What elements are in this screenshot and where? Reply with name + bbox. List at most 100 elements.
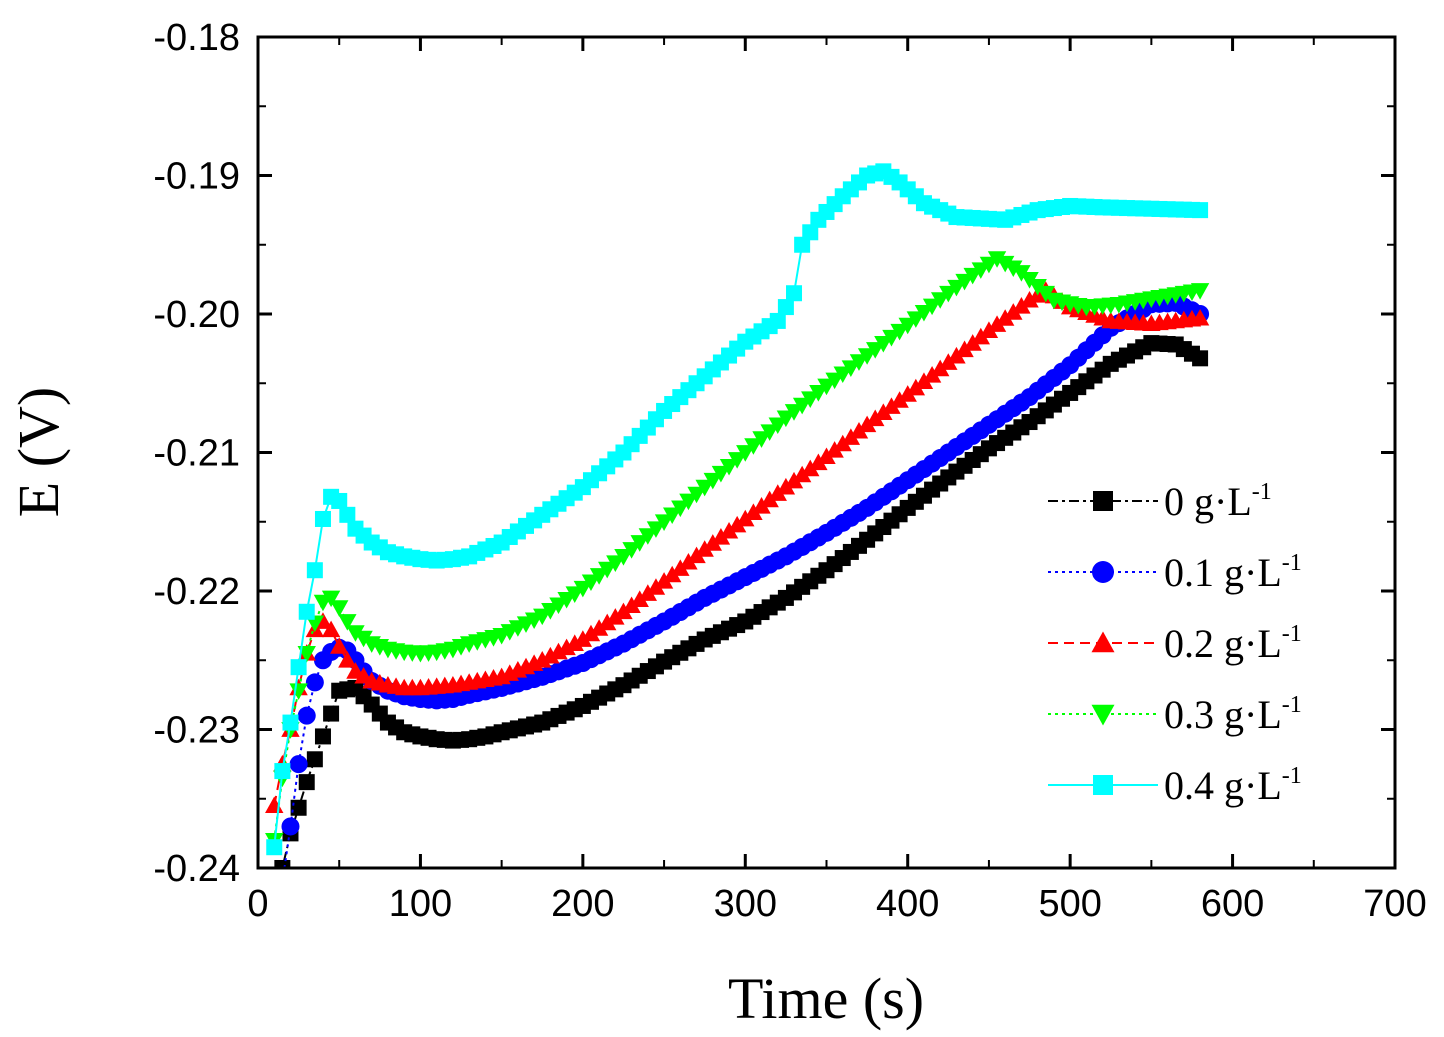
data-point [1192, 202, 1209, 219]
series-2 [265, 281, 1210, 814]
y-axis-title: E (V) [6, 387, 71, 517]
data-point [314, 728, 331, 745]
data-point [1020, 290, 1039, 308]
data-point [541, 646, 560, 664]
data-point [622, 542, 641, 559]
data-point [857, 415, 877, 433]
legend-item-3: 0.3 g·L-1 [1048, 692, 1302, 737]
data-point [654, 514, 674, 531]
data-point [646, 578, 666, 595]
data-point [305, 673, 324, 692]
data-point [646, 521, 666, 538]
data-point [784, 471, 804, 489]
y-tick-label: -0.22 [153, 571, 240, 613]
legend-item-0: 0 g·L-1 [1048, 479, 1272, 524]
data-point [266, 839, 283, 856]
x-tick-label: 700 [1363, 883, 1426, 925]
data-point [589, 568, 609, 585]
legend-marker [1093, 491, 1113, 511]
data-point [866, 342, 885, 359]
data-point [589, 619, 609, 636]
data-point [290, 799, 307, 816]
data-point [849, 354, 869, 371]
data-point [931, 292, 950, 309]
data-point [297, 645, 316, 663]
data-point [565, 634, 584, 651]
legend-label-sup: -1 [1282, 550, 1302, 576]
data-point [290, 659, 307, 676]
data-point [719, 458, 739, 476]
data-point [533, 651, 552, 668]
legend-marker [1091, 631, 1115, 653]
y-tick-label: -0.24 [153, 848, 240, 890]
data-point [768, 417, 787, 434]
data-point [711, 528, 731, 545]
data-point [727, 452, 747, 469]
data-point [1190, 283, 1210, 300]
x-tick-label: 0 [247, 883, 268, 925]
data-point [557, 638, 576, 656]
data-point [282, 714, 299, 731]
data-point [289, 683, 308, 700]
data-point [711, 465, 731, 483]
data-point [744, 438, 763, 455]
data-point [794, 236, 811, 253]
data-point [298, 774, 315, 791]
data-point [687, 486, 706, 504]
data-point [809, 385, 828, 402]
data-point [339, 506, 356, 523]
data-point [638, 584, 658, 601]
x-tick-label: 500 [1038, 883, 1101, 925]
data-point [833, 366, 852, 384]
x-tick-label: 300 [714, 883, 777, 925]
data-point [825, 372, 844, 390]
legend-item-2: 0.2 g·L-1 [1048, 621, 1302, 666]
data-point [760, 424, 779, 441]
data-point [890, 323, 909, 341]
data-point [297, 706, 316, 725]
legend-label-sup: -1 [1282, 692, 1302, 718]
legend-label: 0 g·L-1 [1164, 479, 1272, 524]
data-point [890, 391, 909, 408]
data-point [906, 311, 926, 328]
data-point [914, 304, 934, 322]
legend-label-main: 0.2 g·L [1164, 621, 1282, 666]
data-point [995, 255, 1015, 273]
labels-layer: 0 100 200 300 400 500 600 700 -0.24 -0.23 -0.22 -0.… [153, 17, 1426, 925]
data-point [802, 224, 819, 241]
data-point [330, 600, 349, 617]
series-0 [274, 335, 1209, 868]
data-point [321, 620, 341, 638]
data-point [598, 613, 617, 631]
data-point [298, 603, 315, 620]
data-point [614, 602, 633, 620]
legend-label-sup: -1 [1282, 621, 1302, 647]
data-point [330, 637, 349, 654]
data-point [695, 479, 714, 497]
data-point [1012, 297, 1031, 314]
data-point [695, 540, 714, 557]
data-point [777, 299, 794, 316]
data-point [987, 315, 1007, 332]
series-3 [265, 251, 1210, 850]
legend-label: 0.1 g·L-1 [1164, 550, 1302, 595]
data-point [874, 403, 893, 420]
data-point [752, 431, 771, 448]
data-point [573, 630, 593, 647]
legend-item-4: 0.4 g·L-1 [1048, 763, 1302, 808]
legend: 0 g·L-10.1 g·L-10.2 g·L-10.3 g·L-10.4 g·… [1048, 479, 1302, 808]
data-point [882, 329, 901, 347]
data-point [874, 336, 893, 353]
data-point [769, 312, 786, 329]
y-tick-label: -0.18 [153, 17, 240, 59]
data-point [662, 507, 682, 525]
data-point [792, 465, 812, 483]
data-point [338, 651, 357, 668]
y-tick-label: -0.21 [153, 433, 240, 475]
legend-label-main: 0 g·L [1164, 479, 1252, 524]
data-point [581, 624, 601, 642]
data-point [1190, 308, 1210, 326]
x-tick-label: 600 [1201, 883, 1264, 925]
